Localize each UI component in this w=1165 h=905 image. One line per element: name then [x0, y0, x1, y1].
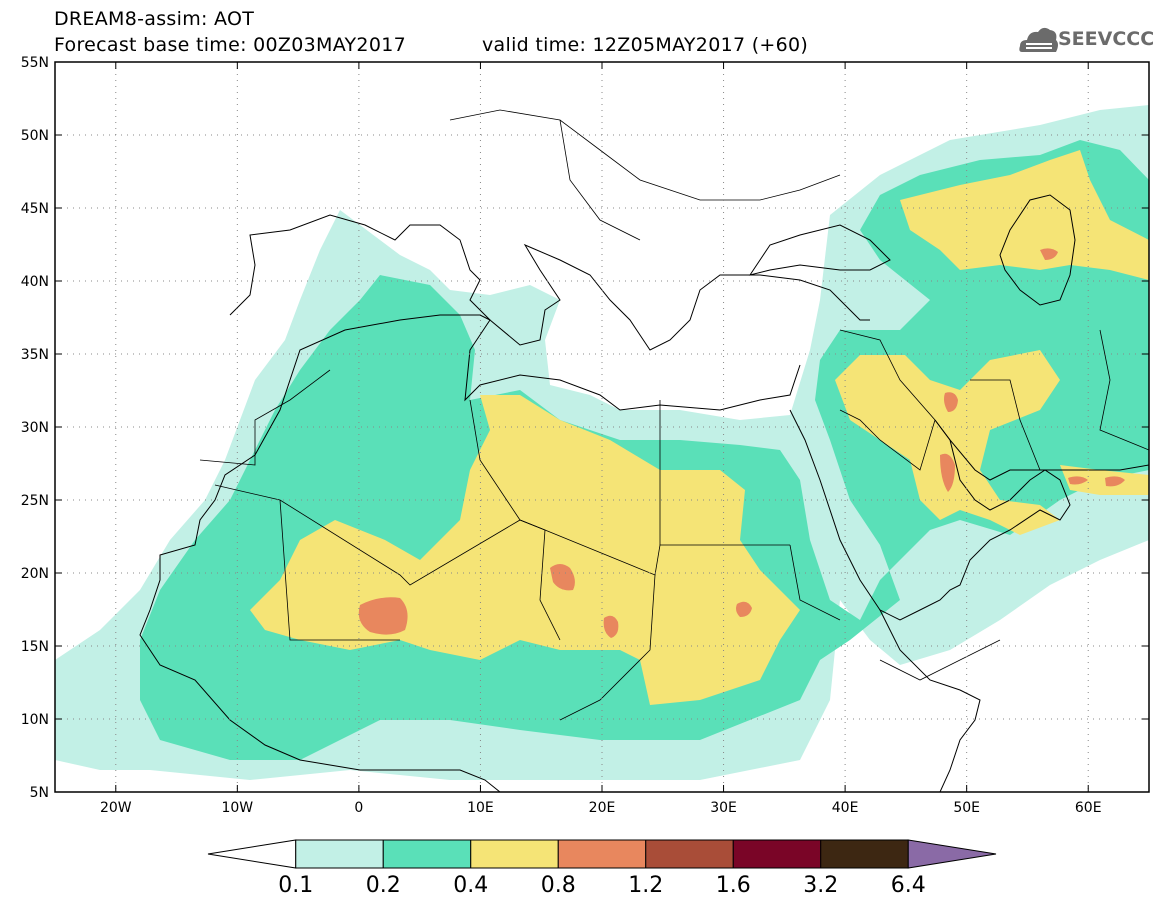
lat-tick-label: 15N — [21, 639, 49, 655]
lat-tick-label: 10N — [21, 712, 49, 728]
lon-tick-label: 10E — [467, 800, 494, 816]
colorbar-swatch — [382, 839, 472, 869]
title-variable: DREAM8-assim: AOT — [54, 8, 255, 30]
coastline-red-sea — [789, 409, 1071, 621]
coastline-caspian — [999, 194, 1076, 306]
lat-tick-label: 20N — [21, 566, 49, 582]
lon-tick-label: 0 — [354, 800, 363, 816]
aot-level-0.4-arabia — [1060, 465, 1149, 495]
lon-tick-label: 40E — [832, 800, 859, 816]
latitude-axis: 5N 10N 15N 20N 25N 30N 35N 40N 45N 50N 55N — [21, 55, 1149, 801]
colorbar-label: 0.4 — [453, 873, 488, 898]
lon-tick-label: 60E — [1075, 800, 1102, 816]
lon-tick-label: 10W — [221, 800, 253, 816]
colorbar-swatch — [645, 839, 734, 869]
lon-tick-label: 30E — [710, 800, 737, 816]
colorbar-label: 0.8 — [541, 873, 576, 898]
aot-level-0.8-e — [944, 392, 958, 412]
coastline-north-africa — [254, 314, 801, 456]
lon-tick-label: 20W — [100, 800, 132, 816]
colorbar-swatch — [820, 839, 909, 869]
lon-tick-label: 50E — [953, 800, 980, 816]
colorbar-swatch — [557, 839, 647, 869]
aot-fields — [55, 105, 1149, 780]
lat-tick-label: 30N — [21, 420, 49, 436]
colorbar-label: 1.2 — [628, 873, 663, 898]
lat-tick-label: 55N — [21, 55, 49, 71]
aot-level-0.8-h — [1068, 476, 1088, 485]
title-valid-time: valid time: 12Z05MAY2017 (+60) — [482, 34, 809, 56]
colorbar-arrow-low — [207, 839, 297, 869]
cloud-logo-icon — [1019, 27, 1058, 52]
coastlines — [139, 194, 1149, 792]
aot-level-0.8-g — [1040, 248, 1058, 260]
colorbar-label: 0.1 — [278, 873, 313, 898]
colorbar-swatch — [470, 839, 559, 869]
aot-level-0.4-caspian — [900, 150, 1149, 280]
grid-lines — [55, 62, 1149, 792]
logo-text: SEEVCCC — [1058, 28, 1155, 50]
colorbar-label: 1.6 — [716, 873, 751, 898]
coastline-east-africa — [879, 609, 981, 792]
colorbar: 0.1 0.2 0.4 0.8 1.2 1.6 3.2 6.4 — [207, 839, 997, 898]
aot-level-0.8-d — [736, 601, 752, 617]
colorbar-label: 0.2 — [366, 873, 401, 898]
aot-level-0.8-i — [1105, 476, 1125, 487]
aot-level-0.4-middle-east — [835, 350, 1060, 535]
colorbar-label: 3.2 — [803, 873, 838, 898]
coastline-gulf — [934, 419, 1149, 481]
aot-level-0.8-b — [550, 564, 575, 591]
lon-tick-label: 20E — [589, 800, 616, 816]
longitude-axis: 20W 10W 0 10E 20E 30E 40E 50E 60E — [100, 62, 1102, 816]
lat-tick-label: 40N — [21, 274, 49, 290]
colorbar-swatch — [732, 839, 822, 869]
lat-tick-label: 35N — [21, 347, 49, 363]
colorbar-arrow-high — [907, 839, 997, 869]
lat-tick-label: 45N — [21, 201, 49, 217]
lat-tick-label: 25N — [21, 493, 49, 509]
colorbar-label: 6.4 — [891, 873, 926, 898]
aot-level-0.8-f — [940, 453, 955, 492]
coastline-black-sea — [748, 224, 891, 276]
colorbar-swatch — [295, 839, 384, 869]
aot-level-0.8-a — [358, 597, 408, 635]
lat-tick-label: 5N — [30, 785, 49, 801]
coastline-europe — [229, 214, 870, 351]
coastline-west-africa — [139, 454, 501, 792]
country-borders — [199, 109, 1149, 721]
aot-level-0.8-c — [603, 615, 619, 638]
title-base-time: Forecast base time: 00Z03MAY2017 — [54, 34, 406, 56]
lat-tick-label: 50N — [21, 128, 49, 144]
